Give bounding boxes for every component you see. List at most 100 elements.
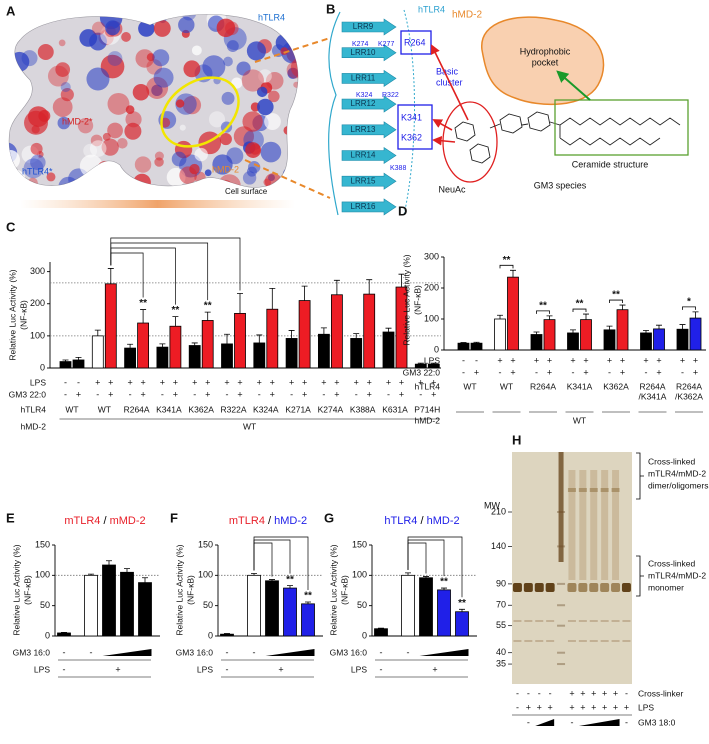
surface-patch: [121, 32, 131, 42]
surface-patch: [11, 76, 18, 84]
surface-patch: [208, 111, 226, 128]
panel-label: A: [6, 3, 16, 18]
y-tick-label: 50: [40, 600, 50, 610]
bracket: [110, 242, 209, 301]
surface-patch: [60, 82, 71, 93]
surface-patch: [24, 110, 48, 135]
row-cell: +: [289, 377, 294, 387]
error-bar: [204, 311, 211, 321]
significance: **: [612, 290, 620, 301]
row-cell: +: [534, 355, 539, 365]
row-cell: -: [527, 717, 530, 727]
surface-patch: [242, 111, 263, 132]
lrr-backbone: [403, 9, 415, 216]
row-cell: -: [499, 367, 502, 377]
row-cell: +: [693, 355, 698, 365]
surface-patch: [264, 173, 282, 188]
error-bar: [405, 572, 411, 576]
mw-title: MW: [484, 500, 500, 510]
note: mTLR4/mMD-2: [648, 468, 706, 478]
row-cell: -: [535, 367, 538, 377]
gel-band: [567, 488, 576, 492]
surface-patch: [246, 41, 267, 61]
cluster-label: Basic: [436, 66, 459, 76]
surface-patch: [91, 21, 106, 36]
chart-title: mTLR4 / hMD-2: [229, 515, 307, 527]
row-cell: +: [334, 377, 339, 387]
error-bar: [583, 313, 589, 320]
bar: [137, 322, 150, 369]
surface-patch: [153, 67, 174, 88]
row-cell: -: [625, 688, 628, 698]
surface-patch: [21, 50, 38, 67]
note: Cross-linked: [648, 558, 696, 568]
surface-patch: [83, 143, 98, 158]
y-tick-label: 0: [434, 344, 439, 354]
surface-patch: [182, 95, 202, 115]
bar: [201, 320, 214, 369]
bar: [72, 359, 85, 369]
row-cell: +: [497, 355, 502, 365]
surface-patch: [46, 172, 56, 182]
row-cell: -: [625, 717, 628, 727]
row-cell: -: [380, 647, 383, 657]
gel-band: [512, 583, 522, 592]
row-cell: +: [205, 389, 210, 399]
significance: **: [458, 598, 466, 609]
row-label: hMD-2: [20, 421, 46, 431]
row-cell: +: [399, 377, 404, 387]
ladder-band: [557, 582, 566, 585]
protein-label: hMD-2*: [62, 116, 93, 126]
row-cell: +: [334, 389, 339, 399]
lrr-label: LRR12: [351, 99, 376, 108]
error-bar: [107, 268, 114, 284]
row-label: hMD-2: [414, 415, 440, 425]
bar: [689, 317, 702, 351]
row-cell: -: [63, 664, 66, 674]
row-label: Cross-linker: [638, 688, 684, 698]
bracket: [407, 542, 427, 574]
error-bar: [256, 334, 263, 343]
bar: [455, 611, 469, 637]
surface-patch: [79, 154, 103, 178]
surface-patch: [189, 163, 200, 175]
lrr-arrow: [341, 146, 397, 165]
bar: [640, 332, 652, 351]
bar: [330, 294, 343, 369]
gel-faint: [546, 640, 555, 642]
row-cell: -: [380, 664, 383, 674]
bar: [363, 293, 376, 369]
title-part: mTLR4: [64, 515, 100, 527]
lrr-label: LRR13: [351, 125, 376, 134]
surface-patch: [183, 60, 201, 78]
surface-patch: [133, 173, 151, 188]
gel-band: [600, 583, 610, 592]
gel-faint: [567, 640, 576, 642]
row-cell: +: [115, 664, 120, 674]
error-bar: [378, 627, 384, 629]
note: monomer: [648, 582, 684, 592]
row-cell: +: [237, 389, 242, 399]
surface-patch: [175, 99, 185, 108]
neuac-label: NeuAc: [438, 184, 466, 194]
error-bar: [237, 293, 243, 314]
surface-patch: [23, 158, 44, 179]
surface-patch: [283, 125, 293, 135]
y-axis-label: (NF-κB): [185, 575, 195, 605]
surface-patch: [96, 184, 115, 188]
neuac-ring: [442, 101, 498, 183]
row-cell: +: [270, 377, 275, 387]
gel-band: [578, 488, 587, 492]
ramp: [535, 719, 555, 726]
error-bar: [656, 324, 662, 329]
residue-label: K388: [390, 165, 406, 172]
row-cell: +: [367, 389, 372, 399]
surface-patch: [152, 49, 170, 67]
residue-label: K341: [401, 112, 422, 122]
row-cell: -: [226, 389, 229, 399]
row-label: LPS: [30, 377, 46, 387]
error-bar: [643, 330, 649, 333]
row-cell: +: [656, 355, 661, 365]
row-cell: -: [527, 688, 530, 698]
category-label: K324A: [253, 404, 279, 414]
